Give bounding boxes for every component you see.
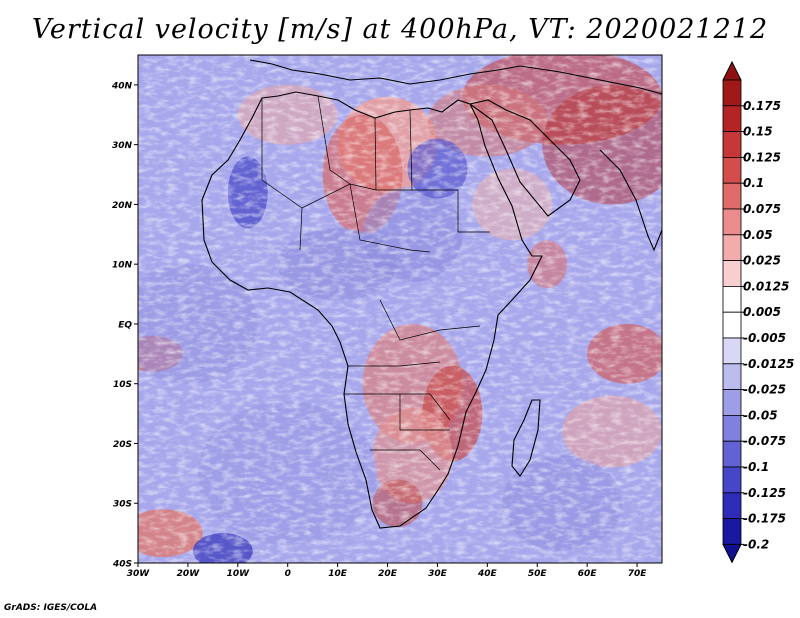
colorbar-segment	[722, 311, 742, 339]
colorbar-segment	[722, 363, 742, 390]
lon-tick-label: 60E	[578, 569, 598, 579]
longitude-axis: 30W 20W 10W 0 10E 20E 30E 40E 50E 60E 70E	[127, 563, 647, 579]
colorbar-segment	[722, 440, 742, 468]
lat-tick-label: 10N	[112, 261, 133, 271]
madagascar-coastline	[511, 399, 541, 477]
grads-credit: GrADS: IGES/COLA	[4, 603, 98, 613]
colorbar-label: -0.075	[743, 434, 786, 448]
velocity-field	[138, 55, 662, 563]
lon-tick-label: 0	[285, 569, 291, 579]
colorbar-label: 0.125	[743, 150, 781, 164]
lon-tick-label: 30W	[127, 569, 151, 579]
colorbar-segment	[722, 492, 742, 519]
colorbar-segment	[722, 389, 742, 416]
colorbar-segment	[722, 79, 742, 107]
colorbar-label: 0.1	[743, 176, 764, 190]
lon-tick-label: 30E	[428, 569, 448, 579]
colorbar-label: -0.005	[743, 331, 786, 345]
india-coastline	[599, 149, 662, 252]
colorbar-label: 0.005	[743, 305, 781, 319]
borders-south	[344, 299, 481, 471]
colorbar-label: -0.2	[743, 537, 769, 551]
colorbar-segment	[722, 337, 742, 365]
lon-tick-label: 10E	[328, 569, 348, 579]
lat-tick-label: EQ	[118, 320, 132, 330]
lon-tick-label: 10W	[227, 569, 251, 579]
latitude-axis: 40N 30N 20N 10N EQ 10S 20S 30S 40S	[111, 81, 138, 570]
lat-tick-label: 30N	[112, 141, 133, 151]
colorbar-segment	[722, 260, 742, 287]
colorbar: 0.175 0.15 0.125 0.1 0.075 0.05 0.025 0.0125 0.0…	[722, 60, 794, 564]
colorbar-label: 0.0125	[743, 279, 789, 293]
lat-tick-label: 20S	[113, 440, 132, 450]
lat-tick-label: 10S	[113, 380, 132, 390]
colorbar-segment	[722, 182, 742, 210]
lon-tick-label: 20W	[177, 569, 201, 579]
lat-tick-label: 30S	[113, 500, 132, 510]
lon-tick-label: 50E	[528, 569, 548, 579]
lon-tick-label: 70E	[628, 569, 648, 579]
texture-overlay	[138, 55, 662, 563]
colorbar-segment	[722, 234, 742, 262]
africa-coastline	[201, 91, 543, 529]
colorbar-segment	[722, 156, 742, 184]
colorbar-segment	[722, 105, 742, 133]
colorbar-under-arrow	[722, 543, 742, 564]
lon-tick-label: 40E	[477, 569, 498, 579]
colorbar-segment	[722, 131, 742, 158]
colorbar-label: -0.0125	[743, 357, 794, 371]
colorbar-label: 0.05	[743, 228, 773, 242]
colorbar-label: 0.175	[743, 99, 781, 113]
colorbar-label: -0.025	[743, 383, 786, 397]
chart-title: Vertical velocity [m/s] at 400hPa, VT: 2…	[31, 14, 769, 45]
colorbar-segment	[722, 414, 742, 442]
colorbar-label: -0.175	[743, 512, 786, 526]
colorbar-label: -0.125	[743, 486, 786, 500]
map-frame	[137, 54, 663, 564]
lat-tick-label: 40S	[112, 560, 132, 570]
colorbar-label: 0.075	[743, 202, 781, 216]
colorbar-segment	[722, 285, 742, 313]
arabia-coastline	[468, 99, 581, 217]
europe-coastline	[249, 59, 662, 95]
colorbar-over-arrow	[722, 60, 742, 81]
colorbar-label: 0.15	[743, 125, 773, 139]
colorbar-label: -0.05	[743, 408, 778, 422]
colorbar-label: 0.025	[743, 254, 781, 268]
borders-north	[261, 95, 490, 253]
lat-tick-label: 40N	[111, 81, 133, 91]
colorbar-segment	[722, 518, 742, 545]
colorbar-segment	[722, 208, 742, 236]
lon-tick-label: 20E	[378, 569, 398, 579]
colorbar-label: -0.1	[743, 460, 769, 474]
lat-tick-label: 20N	[112, 201, 133, 211]
colorbar-segment	[722, 466, 742, 494]
coastlines	[201, 59, 662, 529]
